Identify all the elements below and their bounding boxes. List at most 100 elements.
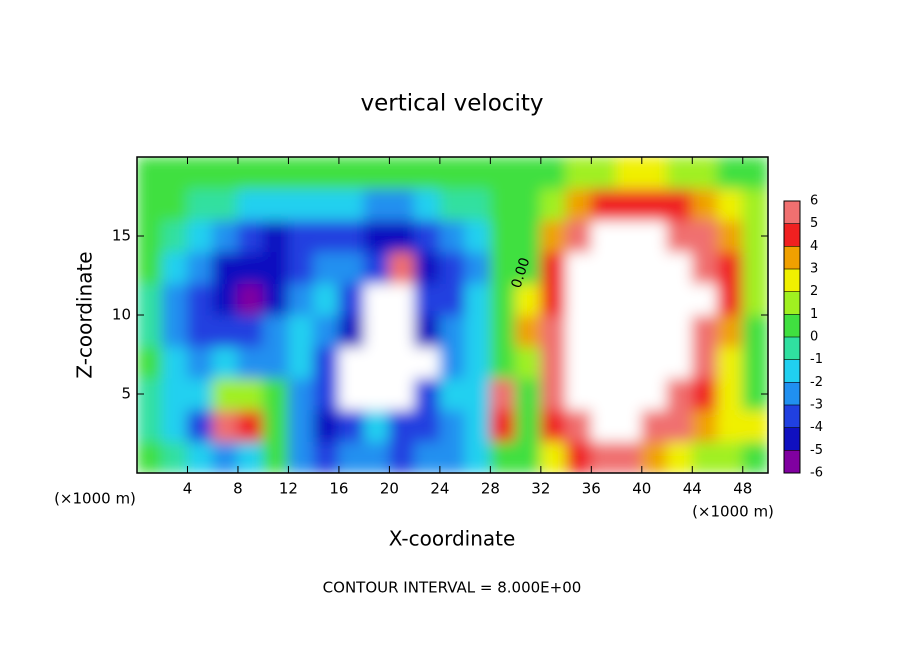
field <box>137 157 768 473</box>
x-tick-label: 16 <box>329 480 348 498</box>
colorbar-swatch <box>784 201 800 224</box>
cell <box>717 188 744 221</box>
colorbar-tick-label: 0 <box>810 330 818 345</box>
cell <box>515 346 542 379</box>
cell <box>565 346 592 379</box>
y-unit-label: (×1000 m) <box>54 490 136 508</box>
x-tick-label: 40 <box>632 480 651 498</box>
cell <box>212 188 239 221</box>
cell <box>363 346 390 379</box>
cell <box>388 377 416 411</box>
colorbar-swatch <box>784 450 800 473</box>
cell <box>691 282 719 316</box>
colorbar-tick-label: -2 <box>810 375 823 390</box>
cell <box>464 377 491 411</box>
x-tick-label: 24 <box>430 480 449 498</box>
cell <box>237 188 264 221</box>
y-axis-label: Z-coordinate <box>73 251 97 378</box>
cell <box>414 157 441 190</box>
cell <box>287 157 315 190</box>
cell <box>137 409 163 442</box>
x-tick-label: 32 <box>531 480 550 498</box>
cell <box>414 314 441 348</box>
cell <box>666 409 693 442</box>
cell <box>338 377 365 411</box>
cell <box>287 282 315 316</box>
cell <box>137 440 163 473</box>
cell <box>237 157 264 190</box>
footer: CONTOUR INTERVAL = 8.000E+00 <box>323 579 582 597</box>
cell <box>464 157 491 190</box>
cell <box>388 188 416 221</box>
cell <box>161 219 188 253</box>
cell <box>590 346 618 379</box>
cell <box>666 219 693 253</box>
colorbar-swatch <box>784 359 800 383</box>
colorbar-tick-label: -1 <box>810 352 823 367</box>
cell <box>212 219 239 253</box>
cell <box>414 219 441 253</box>
colorbar-swatch <box>784 314 800 337</box>
colorbar-swatch <box>784 223 800 247</box>
cell <box>186 314 214 348</box>
cell <box>439 157 466 190</box>
cell <box>565 188 592 221</box>
cell <box>287 251 315 284</box>
cell <box>489 409 517 442</box>
cell <box>565 440 592 473</box>
cell <box>237 282 264 316</box>
cell <box>161 440 188 473</box>
colorbar-tick-label: 2 <box>810 284 818 299</box>
cell <box>186 346 214 379</box>
cell <box>313 157 340 190</box>
cell <box>212 346 239 379</box>
cell <box>515 409 542 442</box>
cell <box>237 409 264 442</box>
cell <box>717 251 744 284</box>
colorbar-swatch <box>784 291 800 315</box>
cell <box>691 346 719 379</box>
cell <box>237 346 264 379</box>
cell <box>388 282 416 316</box>
x-tick-label: 28 <box>481 480 500 498</box>
cell <box>616 251 643 284</box>
cell <box>489 282 517 316</box>
cell <box>186 409 214 442</box>
cell <box>287 409 315 442</box>
cell <box>338 282 365 316</box>
colorbar-swatch <box>784 337 800 360</box>
cell <box>313 188 340 221</box>
x-tick-label: 36 <box>582 480 601 498</box>
cell <box>161 282 188 316</box>
cell <box>439 314 466 348</box>
cell <box>161 377 188 411</box>
cell <box>691 188 719 221</box>
cell <box>313 251 340 284</box>
cell <box>616 377 643 411</box>
cell <box>641 188 668 221</box>
cell <box>161 409 188 442</box>
cell <box>540 440 567 473</box>
cell <box>565 377 592 411</box>
cell <box>338 409 365 442</box>
cell <box>363 377 390 411</box>
cell <box>212 440 239 473</box>
cell <box>186 188 214 221</box>
colorbar-tick-label: -3 <box>810 398 823 413</box>
cell <box>717 377 744 411</box>
cell <box>515 440 542 473</box>
cell <box>137 188 163 221</box>
cell <box>515 188 542 221</box>
cell <box>590 219 618 253</box>
cell <box>439 282 466 316</box>
cell <box>414 282 441 316</box>
cell <box>464 314 491 348</box>
x-tick-label: 12 <box>279 480 298 498</box>
cell <box>161 157 188 190</box>
colorbar-swatch <box>784 427 800 451</box>
cell <box>590 377 618 411</box>
cell <box>742 346 768 379</box>
x-tick-label: 48 <box>733 480 752 498</box>
cell <box>388 219 416 253</box>
cell <box>388 409 416 442</box>
